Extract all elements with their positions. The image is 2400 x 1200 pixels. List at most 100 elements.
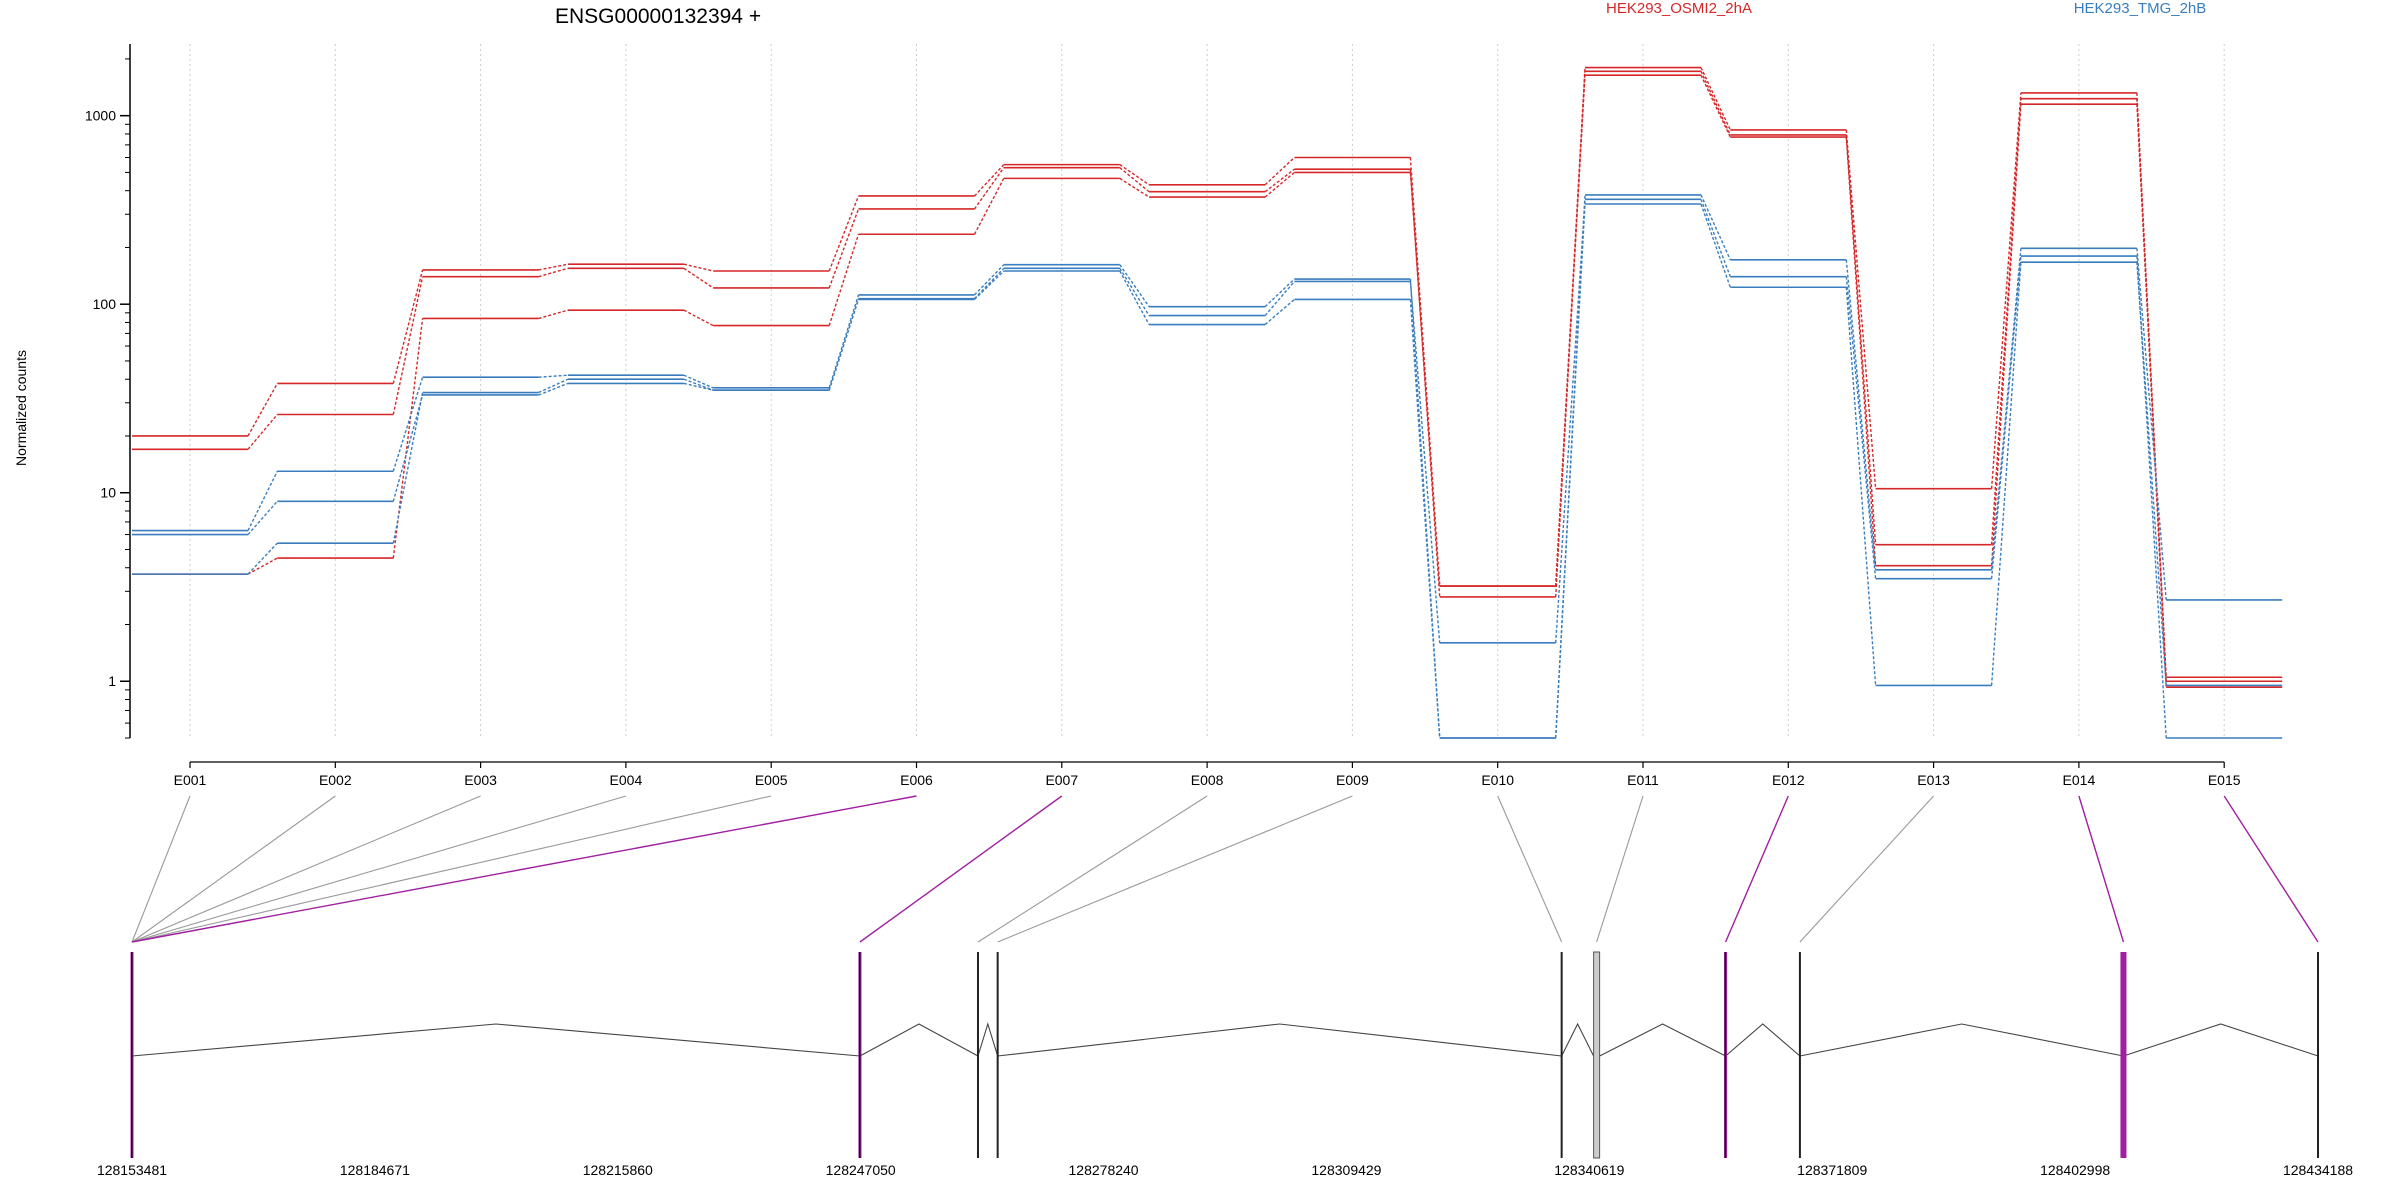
series-1-connector [1264,168,1295,193]
series-3-connector [683,374,714,389]
series-5-connector [683,378,714,391]
gene-title: ENSG00000132394 + [555,5,761,28]
exon-bar-5 [1560,952,1563,1158]
series-2 [132,74,2283,688]
exon-bar-8 [1798,952,1801,1158]
series-0-connector [1264,156,1295,186]
series-2-connector [683,309,714,327]
x-tick-label-e004: E004 [610,772,643,788]
coord-label-4: 128247050 [826,1162,896,1178]
plot-area [132,66,2283,739]
mapping-line-e014 [2078,795,2125,943]
series-4-connector [1409,281,1441,643]
series-4-connector [1990,256,2022,579]
gene-model: 128153481 128184671 128215860 128247050 1282… [97,951,2353,1178]
series-0-connector [1409,157,1441,587]
series-4-connector [973,267,1005,300]
y-axis-label: Normalized counts [13,350,29,466]
coord-label-1: 128153481 [97,1162,167,1178]
mapping-line-e002 [131,795,336,943]
intron-7 [1725,1023,1801,1057]
x-tick-label-e009: E009 [1336,772,1369,788]
series-5-connector [1845,287,1877,686]
series-1-connector [1409,169,1441,597]
x-axis: E001 E002 E003 E004 E005 E006 E007 E008 E009 E010… [174,761,2241,788]
x-tick-label-e005: E005 [755,772,788,788]
series-5-connector [1990,262,2022,686]
series-0-connector [247,383,278,437]
intron-3 [977,1022,999,1057]
mapping-line-e003 [131,795,481,943]
series-1-connector [538,267,569,278]
series-0-connector [1700,67,1731,131]
series-4-connector [1264,281,1295,317]
intron-2 [859,1023,979,1057]
series-2-connector [1119,177,1150,198]
series-4-connector [1845,276,1877,579]
mapping-line-e010 [1497,795,1563,943]
grid-lines [189,44,2225,738]
series-2-connector [973,178,1005,235]
coord-label-7: 128340619 [1554,1162,1624,1178]
coord-label-3: 128215860 [583,1162,653,1178]
x-tick-label-e001: E001 [174,772,207,788]
mapping-line-e005 [131,795,772,943]
mapping-line-e004 [131,795,627,943]
series-3-connector [1845,259,1877,570]
series-0-connector [1845,129,1877,489]
x-tick-label-e010: E010 [1481,772,1514,788]
series-3-connector [392,376,424,472]
x-tick-label-e013: E013 [1917,772,1950,788]
series-2-connector [1700,74,1731,138]
legend-entry-osmi2: HEK293_OSMI2_2hA [1606,0,1752,17]
x-tick-label-e008: E008 [1191,772,1224,788]
exon-bar-4 [996,952,999,1158]
intron-8 [1799,1023,2124,1057]
series-1-connector [1700,70,1731,136]
series-2-connector [2136,104,2167,688]
series-4-connector [1555,199,1586,643]
series-4-connector [247,500,278,536]
series-2-connector [1264,171,1295,198]
exon-bar-edge-1 [131,952,133,1158]
coord-label-6: 128309429 [1311,1162,1381,1178]
series-5-connector [828,299,860,391]
exon-bar-9 [2120,952,2127,1158]
series-1-connector [1990,98,2022,545]
series-1-connector [1119,167,1150,193]
x-tick-label-e002: E002 [319,772,352,788]
coord-label-9: 128402998 [2040,1162,2110,1178]
series-4-connector [392,394,424,502]
series-2-connector [247,557,278,575]
series-3-connector [828,294,860,389]
y-tick-label-100: 100 [93,296,117,312]
series-3-connector [1700,194,1731,261]
intron-9 [2123,1023,2319,1057]
series-0-connector [683,263,714,272]
series-0-connector [973,164,1005,197]
series-3-connector [538,374,568,378]
series-1-connector [392,276,424,415]
mapping-line-e009 [997,795,1353,943]
series-3-connector [1990,248,2022,570]
intron-4 [997,1023,1562,1057]
series-5 [132,203,2283,739]
coord-label-2: 128184671 [340,1162,410,1178]
series-3-connector [247,470,278,531]
exon-bar-3 [976,952,979,1158]
series-4-connector [1119,267,1150,316]
x-tick-label-e015: E015 [2208,772,2241,788]
mapping-line-e006 [131,795,917,943]
series-5-connector [247,542,278,575]
series-0-connector [1990,92,2022,489]
series-2-connector [538,309,569,320]
series-5-connector [1264,298,1295,326]
series-1-connector [828,208,860,289]
series-5-connector [392,392,424,544]
intron-5 [1561,1022,1595,1057]
mapping-line-e013 [1799,795,1935,943]
series-3-connector [1119,264,1150,308]
series-1-connector [1845,134,1877,545]
series-4-connector [2136,256,2167,739]
series-5-connector [1119,270,1150,325]
